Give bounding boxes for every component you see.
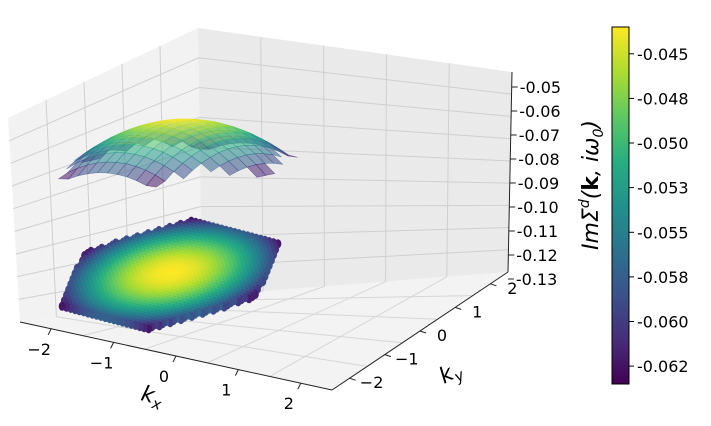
z-tick-label: -0.11: [517, 222, 558, 241]
y-tick-mark: [420, 331, 426, 333]
z-tick-label: -0.08: [518, 150, 559, 169]
x-tick-mark: [111, 342, 114, 348]
y-tick-label: 1: [472, 302, 482, 321]
z-axis-label: ImΣd(k, iω0): [577, 120, 607, 250]
y-tick-label: 0: [437, 326, 447, 345]
z-tick-label: -0.10: [517, 198, 558, 217]
colorbar-tick-label: -0.058: [637, 268, 689, 287]
scatter-point: [59, 302, 66, 311]
x-tick-label: −1: [90, 353, 114, 372]
colorbar-tick-label: -0.060: [637, 313, 689, 332]
z-tick-label: -0.12: [516, 246, 557, 265]
z-tick-label: -0.05: [520, 78, 561, 97]
z-tick-label: -0.06: [519, 102, 560, 121]
x-tick-label: 1: [221, 381, 231, 400]
x-tick-mark: [173, 356, 176, 362]
y-tick-mark: [455, 307, 461, 309]
colorbar-tick-label: -0.053: [637, 179, 689, 198]
y-tick-label: −2: [360, 373, 384, 392]
colorbar-tick-label: -0.048: [637, 89, 689, 108]
colorbar-tick-label: -0.055: [637, 223, 689, 242]
colorbar-tick-label: -0.050: [637, 134, 689, 153]
z-tick-label: -0.09: [518, 174, 559, 193]
x-tick-label: 0: [159, 367, 169, 386]
x-axis-label: kx: [138, 382, 166, 414]
x-tick-label: 2: [284, 394, 294, 413]
y-tick-label: −1: [395, 350, 419, 369]
z-tick-label: -0.07: [519, 126, 560, 145]
y-tick-mark: [385, 355, 391, 357]
colorbar-tick-label: -0.062: [637, 357, 689, 376]
colorbar: [612, 27, 629, 384]
colorbar-tick-label: -0.045: [637, 45, 689, 64]
x-tick-mark: [235, 370, 238, 376]
y-tick-mark: [490, 284, 496, 286]
z-tick-label: -0.13: [516, 270, 557, 289]
x-tick-label: −2: [27, 340, 51, 359]
y-axis-label: ky: [435, 357, 468, 392]
z-axis-ticks: -0.05 -0.06 -0.07 -0.08 -0.09 -0.10 -0.11 -0.12…: [508, 78, 561, 289]
x-tick-mark: [298, 383, 301, 389]
y-tick-mark: [350, 378, 356, 380]
x-tick-mark: [48, 329, 51, 335]
colorbar-ticks: -0.045 -0.048 -0.050 -0.053 -0.055 -0.058 -0.0…: [629, 45, 689, 376]
